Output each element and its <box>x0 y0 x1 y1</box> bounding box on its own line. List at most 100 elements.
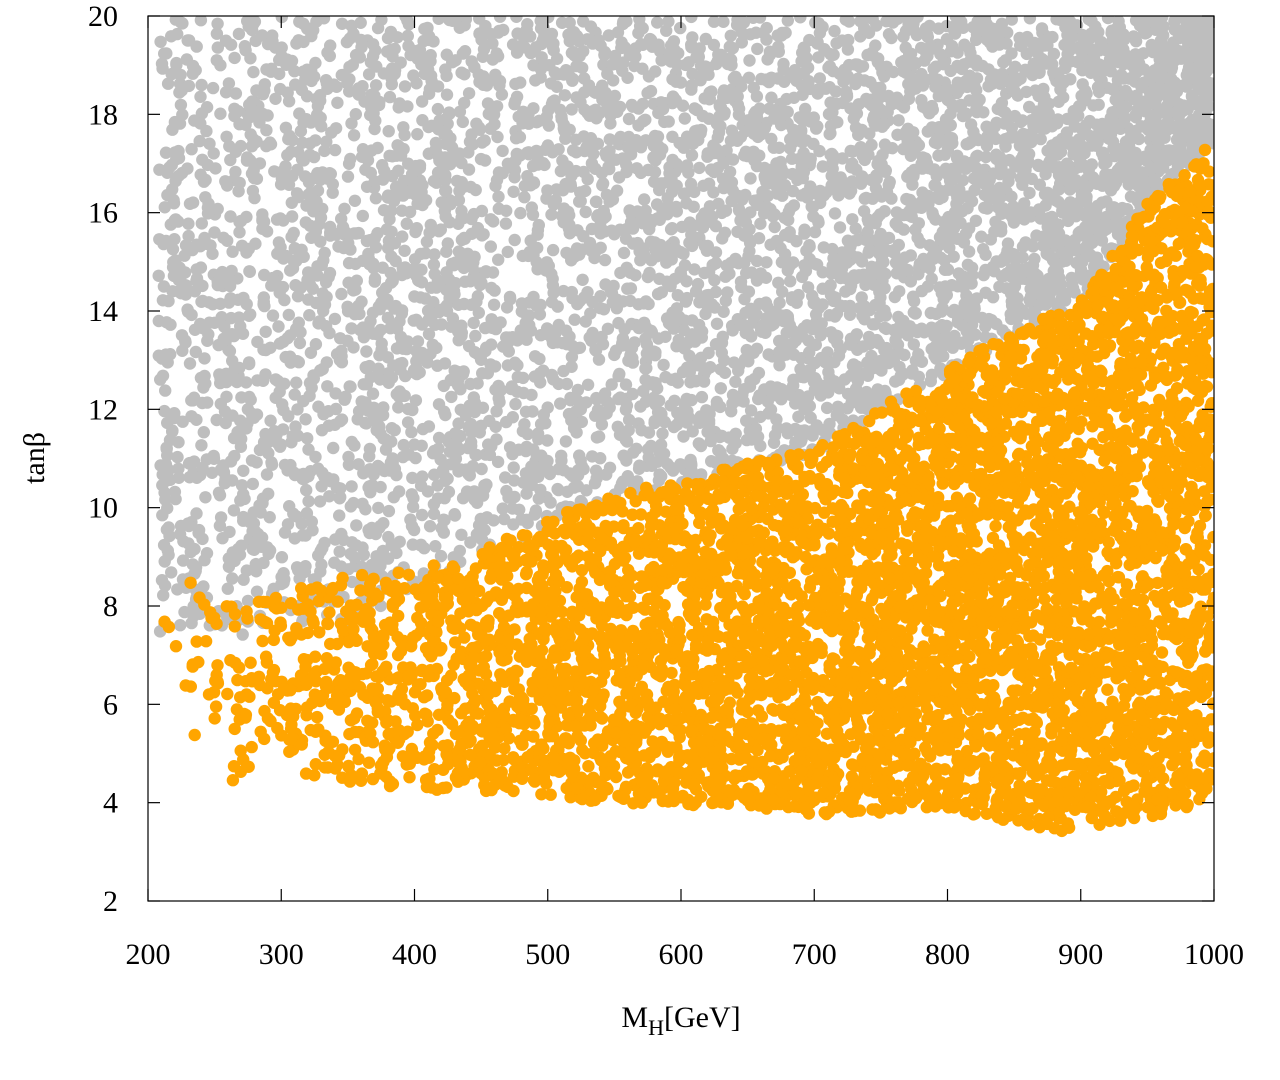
gray-point <box>836 152 849 165</box>
gray-point <box>454 463 467 476</box>
gray-point <box>472 121 486 134</box>
gray-point <box>767 141 780 154</box>
gray-point <box>291 163 304 176</box>
gray-point <box>484 122 497 135</box>
gray-point <box>717 16 730 28</box>
gray-point <box>224 311 238 325</box>
gray-point <box>631 205 644 218</box>
gray-point <box>877 70 891 83</box>
gray-point <box>702 346 715 360</box>
gray-point <box>182 217 195 230</box>
gray-point <box>266 309 280 322</box>
gray-point <box>160 442 173 456</box>
gray-point <box>473 426 486 439</box>
gray-point <box>365 88 378 102</box>
gray-point <box>369 192 383 205</box>
gray-point <box>573 195 586 208</box>
gray-point <box>557 464 570 477</box>
gray-point <box>686 31 699 44</box>
gray-point <box>989 215 1002 229</box>
gray-point <box>283 133 296 146</box>
gray-point <box>743 54 756 67</box>
gray-point <box>391 31 404 44</box>
gray-point <box>529 504 543 517</box>
gray-point <box>744 172 757 185</box>
gray-point <box>464 274 477 288</box>
gray-point <box>1080 190 1093 203</box>
gray-point <box>693 42 706 55</box>
gray-point <box>773 296 786 310</box>
gray-point <box>253 116 266 129</box>
gray-point <box>477 228 490 241</box>
gray-point <box>720 144 733 157</box>
gray-point <box>233 176 246 190</box>
gray-point <box>771 422 784 435</box>
gray-point <box>1130 66 1143 79</box>
gray-point <box>971 149 984 162</box>
gray-point <box>273 286 286 299</box>
gray-point <box>687 200 700 213</box>
gray-point <box>303 376 317 390</box>
gray-point <box>347 341 360 354</box>
gray-point <box>506 502 519 515</box>
gray-point <box>1082 16 1095 26</box>
gray-point <box>926 241 939 254</box>
gray-point <box>496 144 509 158</box>
gray-point <box>189 63 202 77</box>
gray-point <box>360 345 373 358</box>
gray-point <box>647 175 661 188</box>
gray-point <box>333 509 346 522</box>
gray-point <box>487 298 501 311</box>
gray-point <box>733 204 746 217</box>
gray-point <box>928 329 941 343</box>
gray-point <box>323 326 336 340</box>
gray-point <box>256 497 269 510</box>
gray-point <box>529 74 542 87</box>
gray-point <box>581 378 595 391</box>
gray-point <box>437 513 450 526</box>
gray-point <box>456 115 469 129</box>
gray-point <box>210 27 224 40</box>
gray-point <box>170 56 183 70</box>
gray-point <box>1018 128 1031 142</box>
gray-point <box>432 225 446 238</box>
gray-point <box>260 63 273 76</box>
gray-point <box>604 283 617 296</box>
gray-point <box>1009 310 1022 323</box>
gray-point <box>855 291 868 304</box>
gray-point <box>375 296 388 309</box>
gray-point <box>660 24 673 37</box>
gray-point <box>733 75 746 89</box>
gray-point <box>398 128 411 142</box>
gray-point <box>427 174 441 188</box>
gray-point <box>251 374 264 387</box>
gray-point <box>451 441 464 454</box>
gray-point <box>452 217 465 230</box>
gray-point <box>858 153 871 167</box>
gray-point <box>424 69 438 83</box>
gray-point <box>713 109 726 123</box>
gray-point <box>262 547 275 561</box>
gray-point <box>925 368 939 381</box>
gray-point <box>592 353 606 366</box>
gray-point <box>259 343 273 357</box>
gray-point <box>293 336 307 350</box>
gray-point <box>1105 203 1118 216</box>
gray-point <box>258 268 271 282</box>
gray-point <box>596 338 610 351</box>
gray-point <box>544 496 557 509</box>
gray-point <box>603 133 616 146</box>
gray-point <box>723 40 736 53</box>
gray-point <box>312 549 325 562</box>
gray-point <box>651 287 665 301</box>
gray-point <box>229 87 243 100</box>
gray-point <box>441 237 454 250</box>
gray-point <box>957 76 971 89</box>
gray-point <box>956 174 969 187</box>
gray-point <box>181 162 194 175</box>
gray-point <box>685 228 698 241</box>
gray-point <box>1112 16 1125 28</box>
gray-point <box>996 67 1009 81</box>
gray-point <box>292 190 305 204</box>
